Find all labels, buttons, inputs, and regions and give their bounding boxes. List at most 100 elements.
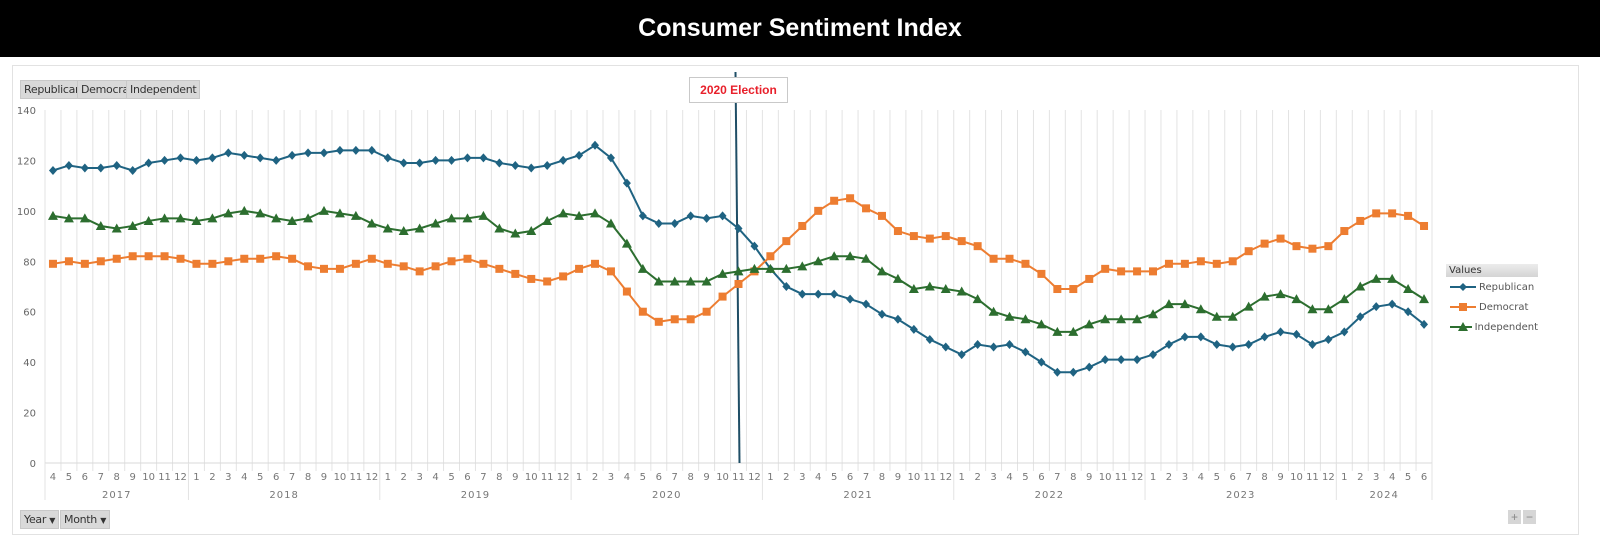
filter-button-democrat[interactable]: Democrat	[77, 80, 137, 99]
data-point	[382, 223, 393, 233]
data-point	[543, 160, 552, 170]
data-point	[367, 254, 376, 263]
data-point	[924, 281, 935, 291]
data-point	[1101, 355, 1110, 365]
x-tick-label-month: 6	[847, 472, 853, 483]
data-point	[1036, 319, 1047, 329]
data-point	[1260, 239, 1269, 248]
data-point	[176, 254, 185, 263]
x-tick-label-month: 4	[1006, 472, 1012, 483]
collapse-button[interactable]: −	[1523, 510, 1536, 524]
data-point	[319, 264, 328, 273]
expand-button[interactable]: +	[1508, 510, 1521, 524]
data-point	[64, 160, 73, 170]
x-tick-label-month: 5	[1022, 472, 1028, 483]
data-point	[96, 163, 105, 173]
data-point	[1308, 244, 1317, 253]
data-point	[1276, 327, 1285, 337]
data-point	[144, 158, 153, 168]
data-point	[1084, 319, 1095, 329]
data-point	[1340, 227, 1349, 236]
data-point	[176, 153, 185, 163]
data-point	[399, 262, 408, 271]
x-tick-label-year: 2024	[1369, 490, 1398, 501]
data-point	[1164, 339, 1173, 349]
data-point	[272, 155, 281, 165]
x-tick-label-month: 2	[1357, 472, 1363, 483]
data-point	[798, 289, 807, 299]
data-point	[192, 155, 201, 165]
data-point	[1068, 326, 1079, 336]
data-point	[622, 287, 631, 296]
data-point	[893, 314, 902, 324]
data-point	[1308, 339, 1317, 349]
data-point	[526, 226, 537, 236]
data-point	[112, 160, 121, 170]
x-tick-label-month: 7	[480, 472, 486, 483]
x-tick-label-month: 1	[959, 472, 965, 483]
x-tick-label-year: 2019	[461, 490, 490, 501]
data-point	[1420, 319, 1429, 329]
data-point	[717, 268, 728, 278]
y-tick-label: 40	[23, 358, 36, 369]
data-point	[1292, 242, 1301, 251]
x-tick-label-month: 11	[1115, 472, 1128, 483]
data-point	[1243, 301, 1254, 311]
filter-button-republican[interactable]: Republican	[20, 80, 86, 99]
data-point	[1212, 259, 1221, 268]
data-point	[686, 211, 695, 221]
data-point	[256, 254, 265, 263]
data-point	[575, 264, 584, 273]
data-point	[399, 158, 408, 168]
x-tick-label-month: 11	[158, 472, 171, 483]
data-point	[814, 206, 823, 215]
data-point	[814, 289, 823, 299]
x-tick-label-month: 8	[1070, 472, 1076, 483]
x-tick-label-month: 12	[557, 472, 570, 483]
x-tick-label-month: 12	[748, 472, 761, 483]
data-point	[862, 204, 871, 213]
y-tick-label: 20	[23, 409, 36, 420]
data-point	[877, 211, 886, 220]
data-point	[1085, 274, 1094, 283]
data-point	[542, 215, 553, 225]
data-point	[988, 306, 999, 316]
x-tick-label-month: 3	[225, 472, 231, 483]
data-point	[591, 259, 600, 268]
data-point	[1388, 299, 1397, 309]
x-tick-label-month: 10	[142, 472, 155, 483]
legend: Values Republican Democrat Independent	[1446, 264, 1538, 337]
month-field-button[interactable]: Month ▼	[60, 510, 111, 529]
x-tick-label-month: 1	[1150, 472, 1156, 483]
data-point	[973, 339, 982, 349]
data-point	[1388, 209, 1397, 218]
legend-item-democrat: Democrat	[1450, 297, 1538, 317]
year-field-button[interactable]: Year ▼	[20, 510, 60, 529]
data-point	[96, 257, 105, 266]
filter-button-independent[interactable]: Independent	[126, 80, 201, 99]
data-point	[1372, 209, 1381, 218]
data-point	[654, 317, 663, 326]
data-point	[1212, 339, 1221, 349]
x-tick-label-month: 3	[990, 472, 996, 483]
y-tick-label: 0	[30, 459, 36, 470]
data-point	[1291, 294, 1302, 304]
x-tick-label-month: 4	[432, 472, 438, 483]
data-point	[1371, 273, 1382, 283]
x-tick-label-month: 3	[1182, 472, 1188, 483]
data-point	[304, 148, 313, 158]
data-point	[1307, 304, 1318, 314]
x-tick-label-month: 8	[879, 472, 885, 483]
x-tick-label-month: 11	[923, 472, 936, 483]
data-point	[1324, 334, 1333, 344]
data-point	[479, 153, 488, 163]
data-point	[272, 252, 281, 261]
data-point	[1004, 311, 1015, 321]
data-point	[1116, 314, 1127, 324]
data-point	[877, 309, 886, 319]
data-point	[957, 237, 966, 246]
x-tick-label-month: 6	[82, 472, 88, 483]
data-point	[798, 221, 807, 230]
data-point	[1052, 326, 1063, 336]
data-point	[734, 224, 743, 234]
